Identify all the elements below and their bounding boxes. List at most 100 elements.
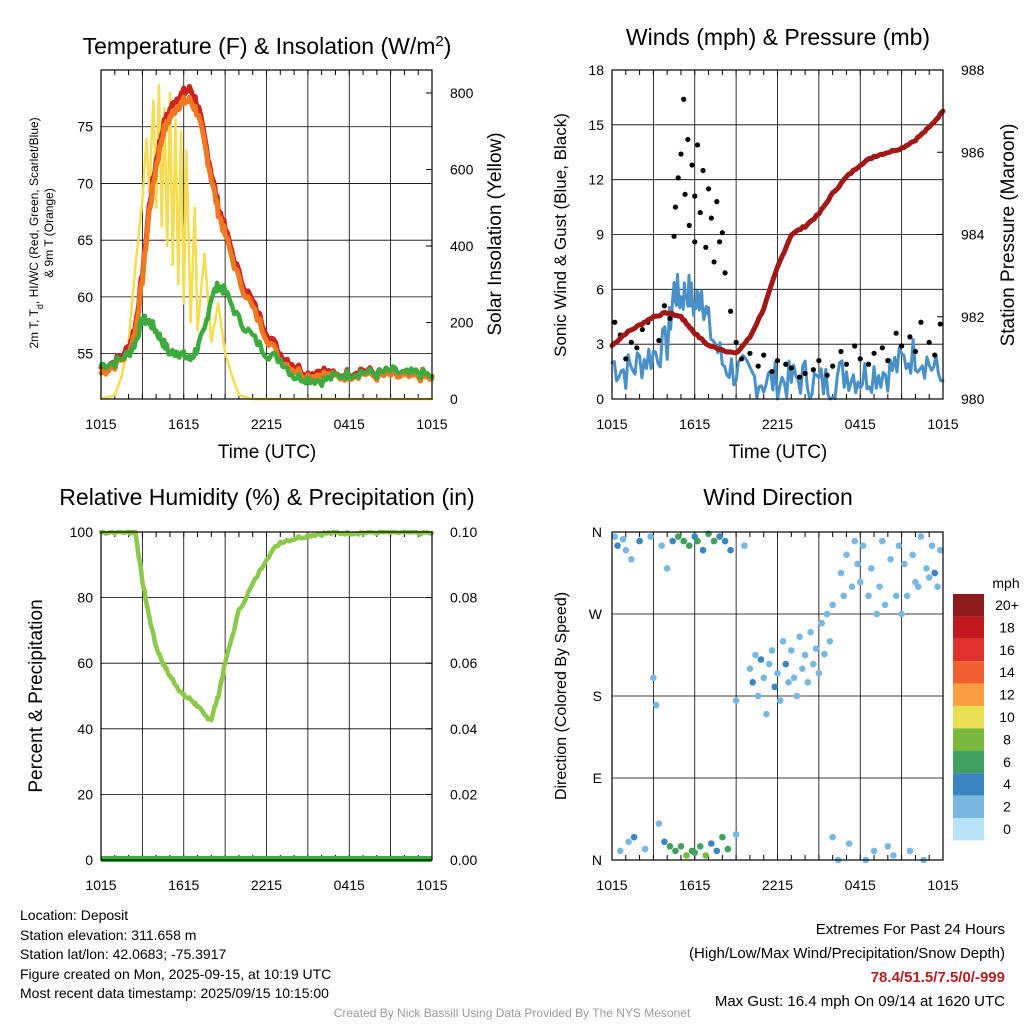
wind-direction-point xyxy=(713,847,721,855)
y-tick-label: 75 xyxy=(77,119,93,135)
y-tick-label: W xyxy=(589,606,603,622)
gust-point xyxy=(769,368,775,375)
wind-direction-point xyxy=(881,601,889,609)
gust-point xyxy=(700,167,706,174)
gust-point xyxy=(755,363,761,369)
wind-direction-point xyxy=(622,546,630,554)
wind-direction-point xyxy=(628,556,635,563)
gust-point xyxy=(852,343,858,349)
x-tick-label: 1015 xyxy=(416,877,447,893)
gust-point xyxy=(885,358,891,364)
wind-direction-point xyxy=(884,843,892,850)
wind-direction-point xyxy=(630,833,638,841)
wind-direction-point xyxy=(845,840,853,847)
gust-point xyxy=(783,361,789,367)
wind-direction-point xyxy=(804,679,812,686)
temperature-panel: 1015 1615 2215 0415 1015 55 60 65 70 75 0 200 400 600… xyxy=(77,69,474,432)
y2-tick-label: 982 xyxy=(961,309,985,325)
temperature-y-axis-label: 2m T, Td, HI/WC (Red, Green, Scarlet/Blu… xyxy=(27,117,45,348)
wind-direction-point xyxy=(829,601,836,609)
wind-direction-point xyxy=(895,542,903,549)
wind-direction-point xyxy=(724,845,732,853)
colorbar-label: 10 xyxy=(999,709,1015,725)
wind-direction-point xyxy=(796,633,803,641)
x-tick-label: 1015 xyxy=(85,416,116,432)
y-tick-label: S xyxy=(593,688,602,704)
y-tick-label: 0 xyxy=(85,852,93,868)
y-tick-label: 65 xyxy=(77,232,93,248)
gust-point xyxy=(912,348,919,355)
extremes-subheading: (High/Low/Max Wind/Precipitation/Snow De… xyxy=(689,945,1005,962)
gust-point xyxy=(871,350,877,356)
colorbar-label: 2 xyxy=(1003,799,1011,815)
wind-direction-point xyxy=(765,660,773,668)
wind-direction-point xyxy=(870,847,878,855)
y-tick-label: E xyxy=(593,770,602,786)
x-tick-label: 2215 xyxy=(251,416,282,432)
colorbar-swatch xyxy=(953,795,984,818)
wind-direction-point xyxy=(815,669,823,677)
wind-direction-point xyxy=(879,537,886,545)
wind-direction-point xyxy=(661,838,668,846)
wind-direction-point xyxy=(840,592,847,600)
wind-direction-point xyxy=(826,638,834,645)
y-tick-label: 60 xyxy=(77,655,93,671)
y2-tick-label: 0.00 xyxy=(450,852,477,868)
gust-point xyxy=(796,374,803,380)
y-tick-label: 12 xyxy=(588,172,604,188)
x-tick-label: 1015 xyxy=(596,416,627,432)
wind-direction-point xyxy=(674,533,682,540)
wind-direction-point xyxy=(746,665,754,672)
y2-tick-label: 0.04 xyxy=(450,721,477,737)
wind-direction-point xyxy=(856,578,864,586)
wind-direction-point xyxy=(873,610,881,618)
wind-direction-point xyxy=(887,556,894,563)
y2-tick-label: 988 xyxy=(961,62,985,78)
x-tick-label: 1615 xyxy=(679,877,710,893)
wind-direction-point xyxy=(708,840,715,847)
colorbar-swatch xyxy=(953,661,984,684)
wind-direction-point xyxy=(901,560,908,568)
colorbar-label: 8 xyxy=(1003,731,1011,747)
gust-point xyxy=(623,356,629,362)
wind-direction-point xyxy=(719,833,726,841)
plot-border xyxy=(611,531,944,861)
wind-direction-point xyxy=(611,533,619,540)
gust-point xyxy=(672,204,679,210)
wind-direction-point xyxy=(851,537,859,545)
wind-direction-point xyxy=(768,647,776,654)
wind-direction-point xyxy=(799,665,806,672)
gust-point xyxy=(667,315,673,322)
x-tick-label: 1615 xyxy=(168,877,199,893)
gust-point xyxy=(733,339,739,345)
gust-point xyxy=(857,356,863,362)
gust-point xyxy=(661,303,668,309)
wind-direction-point xyxy=(771,683,779,691)
wind-direction-point xyxy=(650,674,657,682)
wind-direction-point xyxy=(619,535,627,543)
wind-direction-point xyxy=(785,679,792,686)
wind-speed-series-line xyxy=(610,272,945,401)
gust-point xyxy=(937,321,943,327)
gust-point xyxy=(678,151,684,157)
gust-point xyxy=(926,339,932,345)
winds-panel-title: Winds (mph) & Pressure (mb) xyxy=(626,24,930,50)
pressure-y-axis-label: Station Pressure (Maroon) xyxy=(998,124,1019,347)
gust-point xyxy=(671,233,677,239)
wind-direction-point xyxy=(636,537,643,545)
gust-point xyxy=(899,343,905,349)
direction-y-axis-label: Direction (Colored By Speed) xyxy=(553,592,570,800)
wind-direction-point xyxy=(928,542,936,549)
wind-direction-point xyxy=(774,669,781,677)
insolation-y-axis-label: Solar Insolation (Yellow) xyxy=(485,132,506,335)
wind-direction-point xyxy=(699,546,707,554)
winds-x-axis-label: Time (UTC) xyxy=(729,442,828,463)
wind-direction-point xyxy=(683,852,690,859)
y-tick-label: N xyxy=(592,524,602,540)
colorbar-swatch xyxy=(953,818,984,841)
wind-direction-point xyxy=(865,592,872,600)
wind-direction-point xyxy=(752,651,759,659)
wind-direction-point xyxy=(727,546,734,554)
wind-direction-point xyxy=(810,660,817,668)
gust-point xyxy=(716,239,723,245)
